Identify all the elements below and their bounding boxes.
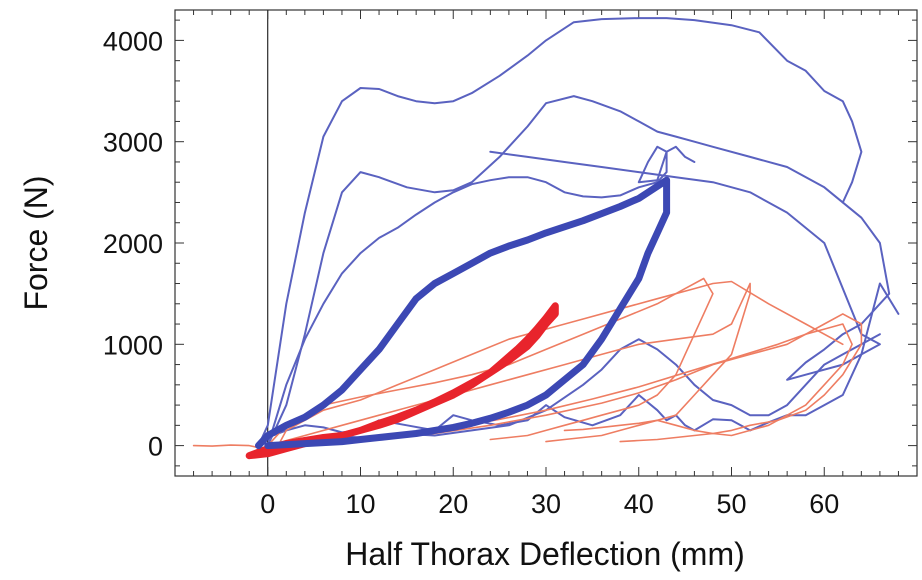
series-line-red-thin-9 [267, 323, 853, 447]
y-axis-title: Force (N) [18, 175, 54, 310]
x-tick-label: 60 [809, 489, 839, 519]
x-tick-label: 10 [345, 489, 375, 519]
series-group [192, 17, 900, 460]
y-tick-label: 0 [148, 432, 163, 462]
series-line-red-thick-11 [245, 302, 559, 460]
x-tick-label: 20 [438, 489, 468, 519]
series-line-blue-thin-1 [257, 17, 863, 447]
x-tick-label: 30 [531, 489, 561, 519]
y-tick-label: 2000 [103, 229, 163, 259]
y-tick-label: 4000 [103, 26, 163, 56]
y-tick-labels: 0 1000 2000 3000 4000 [103, 26, 163, 461]
series-line-blue-thin-3 [266, 145, 696, 447]
series-line-blue-thin-2 [266, 95, 891, 447]
x-axis-title: Half Thorax Deflection (mm) [345, 536, 745, 572]
y-tick-label: 1000 [103, 330, 163, 360]
axis-ticks [174, 10, 918, 476]
y-tick-label: 3000 [103, 128, 163, 158]
series-line-blue-thick-12 [255, 176, 671, 450]
series-line-red-thin-7 [267, 277, 714, 447]
x-tick-labels: 0 10 20 30 40 50 60 [260, 489, 839, 519]
x-tick-label: 40 [624, 489, 654, 519]
x-tick-label: 0 [260, 489, 275, 519]
x-tick-label: 50 [716, 489, 746, 519]
